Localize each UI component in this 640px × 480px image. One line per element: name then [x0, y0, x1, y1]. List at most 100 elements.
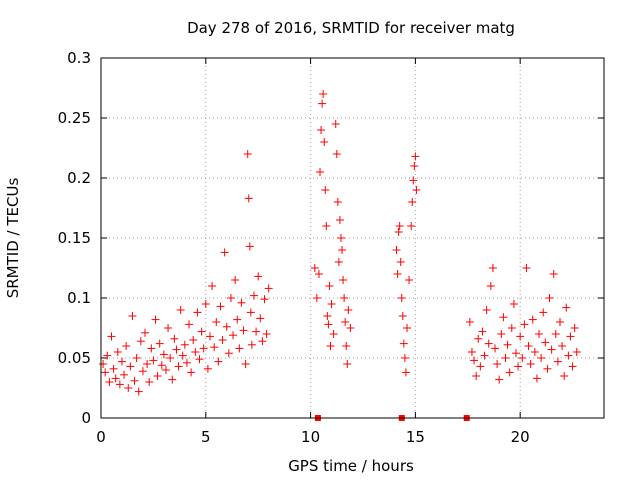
data-point	[497, 330, 506, 338]
data-point	[226, 294, 235, 302]
data-point	[205, 332, 214, 341]
data-point	[470, 356, 479, 365]
data-point	[122, 342, 131, 350]
y-tick-label: 0.2	[67, 169, 91, 187]
chart-title: Day 278 of 2016, SRMTID for receiver mat…	[187, 19, 515, 37]
data-point	[235, 344, 244, 353]
data-point	[189, 336, 198, 344]
data-point	[400, 354, 409, 362]
data-point	[332, 150, 341, 158]
data-point	[155, 339, 164, 348]
data-point	[503, 340, 512, 349]
data-point	[247, 340, 256, 349]
data-point	[258, 337, 267, 346]
data-point	[570, 324, 579, 332]
data-point	[246, 308, 255, 317]
data-point	[111, 374, 120, 383]
data-point	[157, 361, 166, 370]
y-tick-label: 0.3	[67, 49, 91, 67]
data-point	[326, 342, 335, 350]
data-point	[237, 298, 246, 307]
data-point	[547, 345, 556, 354]
data-point	[252, 327, 261, 336]
data-point	[522, 264, 531, 272]
data-point	[333, 198, 342, 206]
data-point	[486, 282, 495, 290]
data-point	[402, 324, 411, 332]
data-point	[334, 258, 343, 266]
data-point	[398, 312, 407, 320]
data-point	[392, 246, 401, 254]
data-point	[103, 351, 112, 360]
data-point	[339, 276, 348, 284]
data-point	[312, 294, 321, 302]
data-point	[528, 315, 537, 324]
data-point	[553, 357, 562, 366]
data-point	[476, 362, 485, 371]
data-point	[537, 354, 546, 362]
data-point	[541, 338, 550, 347]
data-point	[516, 332, 525, 341]
data-point	[170, 334, 179, 343]
data-point	[101, 368, 110, 377]
data-point	[264, 284, 273, 293]
data-point	[310, 264, 319, 272]
data-point	[314, 270, 323, 278]
data-point	[174, 362, 183, 371]
data-point	[208, 282, 217, 290]
data-point	[216, 302, 225, 311]
data-point	[478, 327, 487, 336]
data-point	[535, 330, 544, 338]
data-point	[319, 90, 328, 98]
data-point	[324, 320, 333, 329]
data-point	[193, 308, 202, 317]
data-point	[149, 356, 158, 365]
data-point	[245, 242, 254, 251]
data-point	[201, 300, 210, 308]
data-point	[185, 320, 194, 329]
data-point	[136, 337, 145, 346]
data-point	[145, 378, 154, 386]
data-point	[562, 303, 571, 312]
data-point	[323, 312, 332, 320]
y-axis-title: SRMTID / TECUs	[4, 178, 22, 299]
data-point	[397, 294, 406, 302]
data-point	[233, 315, 242, 324]
data-point	[564, 351, 573, 360]
data-point	[551, 330, 560, 338]
x-axis-title: GPS time / hours	[288, 457, 414, 475]
data-point	[336, 234, 345, 242]
data-point	[472, 372, 481, 380]
x-tick-label: 5	[201, 428, 211, 446]
data-point	[182, 358, 191, 367]
data-point	[482, 306, 491, 314]
data-point	[543, 364, 552, 373]
data-point	[327, 300, 336, 308]
data-point	[220, 248, 229, 257]
data-point	[317, 126, 326, 134]
data-point	[401, 368, 410, 377]
data-point	[532, 374, 541, 383]
data-point	[342, 342, 351, 350]
data-point	[480, 351, 489, 360]
data-point	[329, 330, 338, 338]
axis-ticks	[100, 57, 604, 419]
data-point	[467, 348, 476, 356]
data-point	[176, 306, 185, 314]
data-point	[335, 216, 344, 224]
data-point	[539, 308, 548, 317]
data-point	[412, 186, 421, 194]
data-point	[394, 228, 403, 236]
data-point	[120, 370, 129, 379]
data-point	[210, 343, 219, 352]
y-tick-label: 0.05	[58, 349, 91, 367]
data-point	[560, 372, 569, 380]
data-point	[168, 375, 177, 384]
data-point	[229, 331, 238, 340]
data-point	[322, 222, 331, 230]
data-point	[530, 348, 539, 356]
data-point	[105, 378, 114, 386]
data-point	[187, 368, 196, 377]
data-point	[222, 322, 231, 331]
